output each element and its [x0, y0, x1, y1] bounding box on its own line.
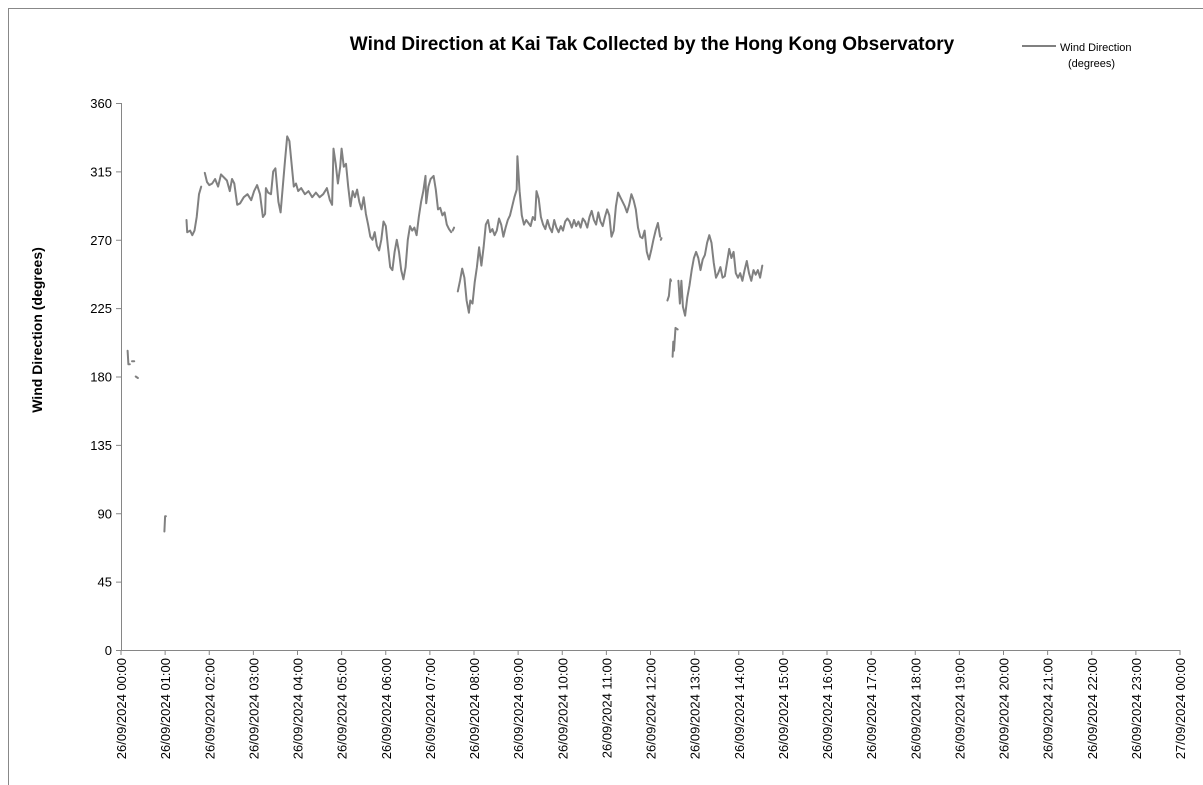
y-axis-title: Wind Direction (degrees) [29, 247, 45, 413]
series-line-segment [677, 234, 764, 317]
legend: Wind Direction (degrees) [1022, 42, 1132, 70]
x-tick-label: 26/09/2024 23:00 [1129, 658, 1144, 759]
series-line-segment [126, 349, 131, 366]
x-tick-label: 26/09/2024 09:00 [511, 658, 526, 759]
x-tick-label: 26/09/2024 22:00 [1085, 658, 1100, 759]
x-tick-label: 26/09/2024 04:00 [291, 658, 306, 759]
chart-title: Wind Direction at Kai Tak Collected by t… [350, 34, 955, 55]
y-tick-label: 45 [98, 575, 112, 590]
x-tick-label: 26/09/2024 14:00 [732, 658, 747, 759]
series-line-segment [203, 135, 453, 281]
x-tick-label: 26/09/2024 15:00 [776, 658, 791, 759]
x-tick-label: 26/09/2024 17:00 [864, 658, 879, 759]
x-tick-label: 26/09/2024 12:00 [644, 658, 659, 759]
y-tick-label: 180 [90, 370, 112, 385]
x-tick-label: 26/09/2024 03:00 [246, 658, 261, 759]
x-tick-label: 26/09/2024 20:00 [997, 658, 1012, 759]
series-line-segment [671, 326, 679, 358]
y-tick-label: 0 [105, 643, 112, 658]
x-tick-label: 26/09/2024 07:00 [423, 658, 438, 759]
x-tick-label: 27/09/2024 00:00 [1173, 658, 1188, 759]
y-axis-ticks: 0 45 90 135 180 225 270 315 360 [90, 96, 121, 658]
x-tick-label: 26/09/2024 16:00 [820, 658, 835, 759]
x-tick-label: 26/09/2024 01:00 [158, 658, 173, 759]
series-line-segment [134, 375, 139, 379]
y-tick-label: 90 [98, 506, 112, 521]
x-tick-label: 26/09/2024 05:00 [335, 658, 350, 759]
x-tick-label: 26/09/2024 10:00 [555, 658, 570, 759]
y-tick-label: 360 [90, 96, 112, 111]
y-tick-label: 135 [90, 438, 112, 453]
x-tick-label: 26/09/2024 08:00 [467, 658, 482, 759]
x-tick-label: 26/09/2024 00:00 [114, 658, 129, 759]
y-tick-label: 225 [90, 301, 112, 316]
x-tick-label: 26/09/2024 06:00 [379, 658, 394, 759]
legend-entry-line-2: (degrees) [1068, 58, 1115, 70]
x-axis-ticks: 26/09/2024 00:00 26/09/2024 01:00 26/09/20… [114, 650, 1188, 759]
series-line-segment [456, 155, 662, 314]
x-tick-label: 26/09/2024 02:00 [202, 658, 217, 759]
x-tick-label: 26/09/2024 11:00 [599, 658, 614, 758]
x-tick-label: 26/09/2024 21:00 [1041, 658, 1056, 759]
series-wind-direction [126, 135, 764, 533]
series-line-segment [185, 185, 203, 237]
chart-border [8, 8, 1203, 785]
y-tick-label: 315 [90, 164, 112, 179]
series-line-segment [659, 237, 663, 241]
series-line-segment [666, 278, 673, 302]
x-tick-label: 26/09/2024 13:00 [688, 658, 703, 759]
series-line-segment [451, 226, 456, 232]
x-tick-label: 26/09/2024 18:00 [908, 658, 923, 759]
legend-entry-line-1: Wind Direction [1060, 42, 1132, 54]
series-line-segment [163, 515, 167, 533]
y-tick-label: 270 [90, 233, 112, 248]
x-tick-label: 26/09/2024 19:00 [952, 658, 967, 759]
